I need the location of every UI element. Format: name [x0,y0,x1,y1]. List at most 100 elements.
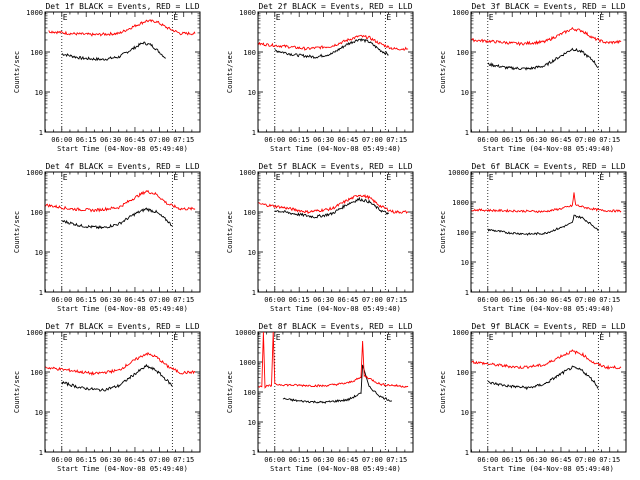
event-marker-label: E [599,13,604,22]
lld-series-line [45,189,196,213]
x-tick-label: 06:00 [51,136,72,144]
x-axis-label: Start Time (04-Nov-08 05:49:40) [57,305,188,313]
chart-panel: Det 9f BLACK = Events, RED = LLD 1 10 100 10… [439,322,627,473]
x-tick-label: 06:00 [477,136,498,144]
events-series-line [61,207,173,230]
event-marker-label: E [386,13,391,22]
event-marker-label: E [63,333,68,342]
y-tick-label: 10 [461,409,469,417]
x-tick-label: 06:00 [264,296,285,304]
x-axis-label: Start Time (04-Nov-08 05:49:40) [270,465,401,473]
y-tick-label: 10 [248,89,256,97]
y-tick-label: 100 [456,49,469,57]
x-tick-label: 06:00 [477,456,498,464]
y-tick-label: 1 [39,289,43,297]
event-marker-label: E [599,333,604,342]
plot-frame [470,331,627,453]
y-tick-label: 1 [252,129,256,137]
lld-series-line [471,349,622,370]
event-marker-label: E [173,333,178,342]
x-tick-label: 06:00 [51,296,72,304]
x-tick-label: 06:00 [264,456,285,464]
y-axis-label: Counts/sec [226,371,234,413]
events-series-line [61,363,173,392]
x-tick-label: 06:30 [313,136,334,144]
y-tick-label: 10 [35,249,43,257]
x-tick-label: 06:45 [124,296,145,304]
x-tick-label: 06:45 [550,136,571,144]
plot-frame [44,11,201,133]
y-axis-label: Counts/sec [439,51,447,93]
chart-panel: Det 7f BLACK = Events, RED = LLD 1 10 100 10… [13,322,201,473]
y-axis-label: Counts/sec [13,371,21,413]
x-tick-label: 06:45 [550,296,571,304]
event-marker-label: E [173,13,178,22]
lld-series-line [471,192,622,214]
y-tick-label: 1000 [452,199,469,207]
y-tick-label: 1000 [239,359,256,367]
x-tick-label: 06:30 [100,136,121,144]
x-axis-label: Start Time (04-Nov-08 05:49:40) [483,305,614,313]
y-tick-label: 1 [252,289,256,297]
y-tick-label: 100 [456,229,469,237]
y-tick-label: 1 [465,289,469,297]
plot-frame [257,11,414,133]
y-tick-label: 1 [39,449,43,457]
lld-series-line [471,26,622,47]
x-tick-label: 07:15 [386,136,407,144]
y-tick-label: 10 [461,89,469,97]
event-marker-label: E [599,173,604,182]
x-tick-label: 07:00 [362,296,383,304]
x-tick-label: 06:15 [76,136,97,144]
x-tick-label: 06:15 [289,456,310,464]
x-tick-label: 06:30 [100,296,121,304]
y-tick-label: 10 [35,89,43,97]
y-tick-label: 1000 [452,329,469,337]
y-tick-label: 1 [465,449,469,457]
x-tick-label: 06:15 [76,296,97,304]
plot-frame [44,331,201,453]
events-series-line [487,365,599,391]
x-tick-label: 07:00 [575,136,596,144]
x-axis-label: Start Time (04-Nov-08 05:49:40) [57,145,188,153]
x-tick-label: 06:15 [502,456,523,464]
x-tick-label: 07:15 [173,296,194,304]
x-tick-label: 06:30 [100,456,121,464]
y-tick-label: 1 [465,129,469,137]
x-tick-label: 07:00 [149,136,170,144]
chart-title: Det 7f BLACK = Events, RED = LLD [45,322,199,331]
x-tick-label: 06:45 [550,456,571,464]
chart-panel: Det 8f BLACK = Events, RED = LLD 1 10 100 10… [226,322,414,473]
chart-title: Det 9f BLACK = Events, RED = LLD [471,322,625,331]
y-tick-label: 10 [248,249,256,257]
event-marker-label: E [489,173,494,182]
x-tick-label: 07:00 [575,456,596,464]
x-tick-label: 06:30 [313,456,334,464]
y-tick-label: 1 [39,129,43,137]
x-tick-label: 07:15 [599,136,620,144]
events-series-line [282,364,392,404]
x-tick-label: 06:00 [477,296,498,304]
x-axis-label: Start Time (04-Nov-08 05:49:40) [483,465,614,473]
x-tick-label: 06:45 [337,456,358,464]
plot-frame [257,331,414,453]
y-tick-label: 1000 [239,169,256,177]
x-tick-label: 07:15 [386,456,407,464]
x-tick-label: 07:15 [599,456,620,464]
event-marker-label: E [276,333,281,342]
x-tick-label: 06:15 [502,136,523,144]
y-tick-label: 100 [30,369,43,377]
chart-panel: Det 2f BLACK = Events, RED = LLD 1 10 100 10… [226,2,414,153]
event-marker-label: E [489,13,494,22]
events-series-line [487,214,599,236]
y-tick-label: 1000 [239,9,256,17]
event-marker-label: E [386,333,391,342]
x-tick-label: 07:15 [386,296,407,304]
lld-series-line [258,331,409,389]
x-tick-label: 07:15 [173,136,194,144]
y-tick-label: 10 [35,409,43,417]
x-tick-label: 06:00 [264,136,285,144]
x-axis-label: Start Time (04-Nov-08 05:49:40) [270,305,401,313]
x-tick-label: 06:15 [289,136,310,144]
